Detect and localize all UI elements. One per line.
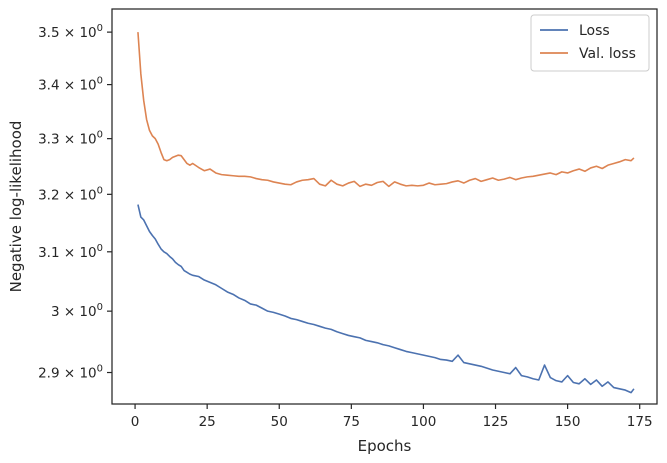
plot-frame	[111, 8, 658, 405]
y-tick-label: 3.5 × 100	[38, 23, 103, 41]
y-tick-label: 3.2 × 100	[38, 185, 103, 203]
x-tick-label: 25	[199, 414, 216, 430]
series-line-loss	[137, 204, 635, 394]
legend-label: Val. loss	[579, 46, 636, 62]
y-tick-label: 2.9 × 100	[38, 364, 103, 382]
y-tick-label: 3.3 × 100	[38, 130, 103, 148]
x-tick-label: 0	[131, 414, 140, 430]
legend-box	[530, 14, 650, 72]
x-tick-label: 125	[483, 414, 509, 430]
x-tick-label: 75	[343, 414, 360, 430]
legend-label: Loss	[579, 23, 610, 39]
x-axis-ticks: 0 25 50 75 100 125 150 175	[131, 404, 653, 430]
x-tick-label: 50	[271, 414, 288, 430]
x-tick-label: 100	[411, 414, 437, 430]
y-axis-ticks: 2.9 × 100 3 × 100 3.1 × 100 3.2 × 100 3.3 × …	[38, 23, 112, 382]
y-axis-label: Negative log-likelihood	[7, 121, 25, 293]
y-tick-label: 3.1 × 100	[38, 243, 103, 261]
y-tick-label: 3.4 × 100	[38, 76, 103, 94]
x-axis-label: Epochs	[358, 437, 412, 455]
x-tick-label: 150	[555, 414, 581, 430]
plot-lines	[137, 32, 635, 394]
legend: Loss Val. loss	[530, 14, 650, 72]
y-tick-label: 3 × 100	[51, 302, 103, 320]
x-tick-label: 175	[627, 414, 653, 430]
series-line-val-loss	[137, 32, 635, 188]
